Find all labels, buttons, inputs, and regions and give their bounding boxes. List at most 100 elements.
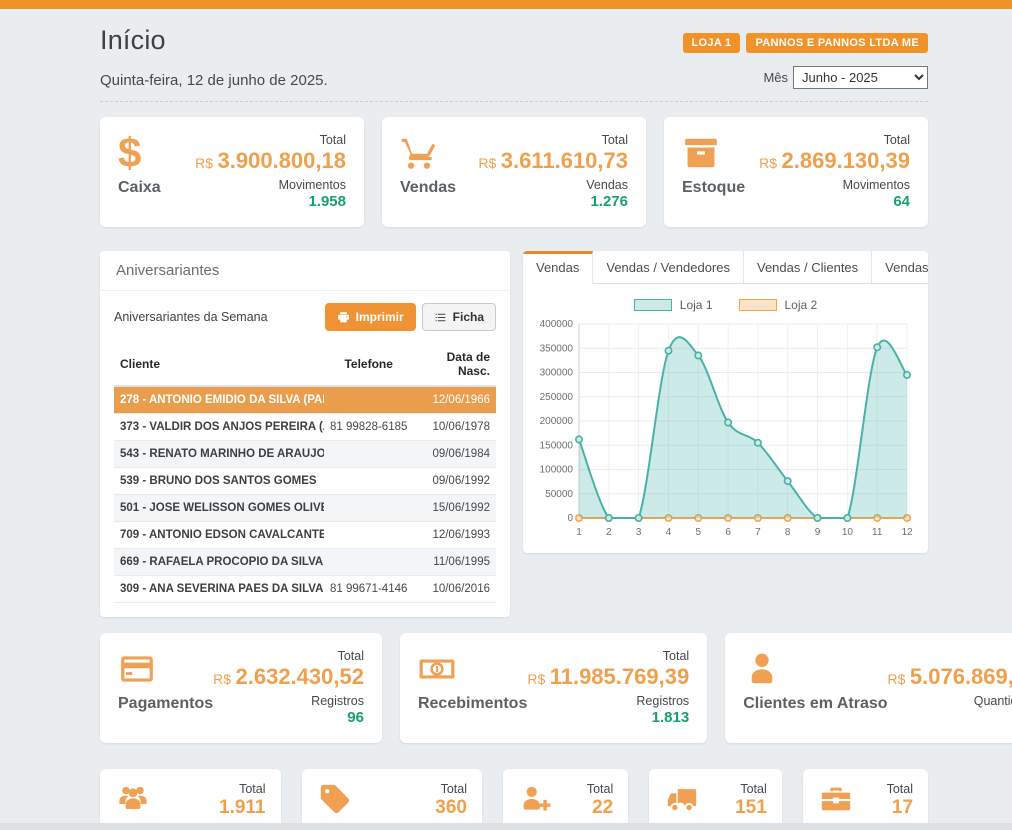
stat-label: Estoque — [682, 179, 745, 197]
total-value: R$ 11.985.769,39 — [527, 664, 689, 690]
table-row[interactable]: 278 - ANTONIO EMIDIO DA SILVA (PALE...12… — [114, 386, 496, 414]
bottom-strip — [0, 823, 1012, 830]
page-title: Início — [100, 25, 166, 56]
sub-label: Registros — [213, 694, 364, 708]
company-badge[interactable]: PANNOS E PANNOS LTDA ME — [746, 33, 928, 53]
table-row[interactable]: 309 - ANA SEVERINA PAES DA SILVA81 99671… — [114, 576, 496, 603]
svg-text:400000: 400000 — [540, 319, 574, 330]
sub-label: Registros — [527, 694, 689, 708]
sub-value: 1.958 — [195, 193, 346, 210]
birthdays-table: Cliente Telefone Data de Nasc. 278 - ANT… — [114, 343, 496, 603]
svg-text:3: 3 — [636, 527, 642, 538]
credit-card-icon — [118, 649, 162, 689]
total-value: R$ 5.076.869,67 — [888, 664, 1012, 690]
sub-value: 96 — [213, 709, 364, 726]
svg-text:12: 12 — [901, 527, 913, 538]
total-value: R$ 2.632.430,52 — [213, 664, 364, 690]
mini-card-usuarios: Total 22 Usuários — [503, 769, 628, 830]
col-cliente: Cliente — [114, 343, 324, 386]
dashboard-page: Início LOJA 1 PANNOS E PANNOS LTDA ME Qu… — [0, 25, 1012, 830]
users-icon — [115, 782, 151, 821]
total-value: 151 — [735, 797, 767, 819]
mini-card-fornecedores: Total 151 Fornecedores — [649, 769, 782, 830]
total-value: R$ 2.869.130,39 — [759, 148, 910, 174]
total-label: Total — [887, 782, 913, 796]
svg-text:300000: 300000 — [540, 368, 574, 379]
total-value: 22 — [587, 797, 613, 819]
chart-tabs: Vendas Vendas / Vendedores Vendas / Clie… — [523, 251, 928, 284]
svg-text:150000: 150000 — [540, 440, 574, 451]
table-row[interactable]: 669 - RAFAELA PROCOPIO DA SILVA CA...11/… — [114, 549, 496, 576]
total-label: Total — [587, 782, 613, 796]
loja2-swatch — [739, 299, 777, 311]
top-accent-bar — [0, 0, 1012, 9]
stat-card-caixa: $ Caixa Total R$ 3.900.800,18 Movimentos… — [100, 117, 364, 227]
ficha-button[interactable]: Ficha — [422, 303, 496, 331]
total-value: 1.911 — [219, 797, 266, 819]
stat-card-pagamentos: Pagamentos Total R$ 2.632.430,52 Registr… — [100, 633, 382, 743]
tab-vendas[interactable]: Vendas — [523, 251, 593, 284]
total-label: Total — [527, 649, 689, 663]
list-icon — [434, 311, 447, 324]
sub-value: 64 — [759, 193, 910, 210]
stat-label: Vendas — [400, 179, 456, 197]
table-row[interactable]: 373 - VALDIR DOS ANJOS PEREIRA (AN...81 … — [114, 414, 496, 441]
sub-value: 1.813 — [527, 709, 689, 726]
table-row[interactable]: 709 - ANTONIO EDSON CAVALCANTE D...12/06… — [114, 522, 496, 549]
table-row[interactable]: 501 - JOSE WELISSON GOMES OLIVEIR...15/0… — [114, 495, 496, 522]
svg-text:350000: 350000 — [540, 343, 574, 354]
svg-text:100000: 100000 — [540, 465, 574, 476]
col-telefone: Telefone — [324, 343, 413, 386]
sales-chart-panel: Vendas Vendas / Vendedores Vendas / Clie… — [523, 251, 928, 553]
dollar-icon: $ — [118, 133, 162, 173]
total-label: Total — [195, 133, 346, 147]
tag-icon — [317, 782, 353, 821]
svg-text:200000: 200000 — [540, 416, 574, 427]
mini-card-vendedores: Total 17 Vendedores — [803, 769, 928, 830]
stat-card-recebimentos: Recebimentos Total R$ 11.985.769,39 Regi… — [400, 633, 707, 743]
box-icon — [682, 133, 726, 173]
store-badge[interactable]: LOJA 1 — [683, 33, 741, 53]
table-row[interactable]: 543 - RENATO MARINHO DE ARAUJO (F...09/0… — [114, 441, 496, 468]
sub-label: Quantidade — [888, 694, 1012, 708]
svg-text:9: 9 — [815, 527, 821, 538]
sub-label: Vendas — [478, 178, 628, 192]
stat-card-vendas: Vendas Total R$ 3.611.610,73 Vendas 1.27… — [382, 117, 646, 227]
total-value: R$ 3.611.610,73 — [478, 148, 628, 174]
col-data-nasc: Data de Nasc. — [413, 343, 496, 386]
total-label: Total — [219, 782, 266, 796]
svg-text:0: 0 — [567, 513, 573, 524]
total-label: Total — [888, 649, 1012, 663]
total-value: R$ 3.900.800,18 — [195, 148, 346, 174]
svg-text:6: 6 — [725, 527, 731, 538]
user-plus-icon — [518, 782, 554, 821]
table-row[interactable]: 539 - BRUNO DOS SANTOS GOMES09/06/1992 — [114, 468, 496, 495]
printer-icon — [337, 311, 350, 324]
svg-text:11: 11 — [872, 527, 883, 538]
svg-text:1: 1 — [576, 527, 582, 538]
month-select[interactable]: Junho - 2025 — [793, 66, 928, 89]
tab-vendas-produtos[interactable]: Vendas / Produtos — [872, 251, 928, 283]
stat-card-clientes-atraso: Clientes em Atraso Total R$ 5.076.869,67… — [725, 633, 1012, 743]
print-button[interactable]: Imprimir — [325, 303, 416, 331]
stat-card-estoque: Estoque Total R$ 2.869.130,39 Movimentos… — [664, 117, 928, 227]
svg-text:10: 10 — [842, 527, 854, 538]
total-label: Total — [213, 649, 364, 663]
current-date: Quinta-feira, 12 de junho de 2025. — [100, 72, 328, 89]
month-label: Mês — [763, 70, 788, 85]
svg-text:250000: 250000 — [540, 392, 574, 403]
tab-vendas-clientes[interactable]: Vendas / Clientes — [744, 251, 872, 283]
svg-text:50000: 50000 — [545, 489, 573, 500]
legend-item-loja2[interactable]: Loja 2 — [739, 298, 818, 312]
stat-label: Recebimentos — [418, 695, 527, 713]
sub-value: 433 — [888, 709, 1012, 726]
loja1-swatch — [634, 299, 672, 311]
sub-label: Movimentos — [759, 178, 910, 192]
legend-item-loja1[interactable]: Loja 1 — [634, 298, 713, 312]
svg-text:7: 7 — [755, 527, 761, 538]
user-icon — [743, 649, 787, 689]
mini-card-produtos: Total 360 Produtos — [302, 769, 483, 830]
briefcase-icon — [818, 782, 854, 821]
money-bill-icon — [418, 649, 462, 689]
tab-vendas-vendedores[interactable]: Vendas / Vendedores — [593, 251, 744, 283]
